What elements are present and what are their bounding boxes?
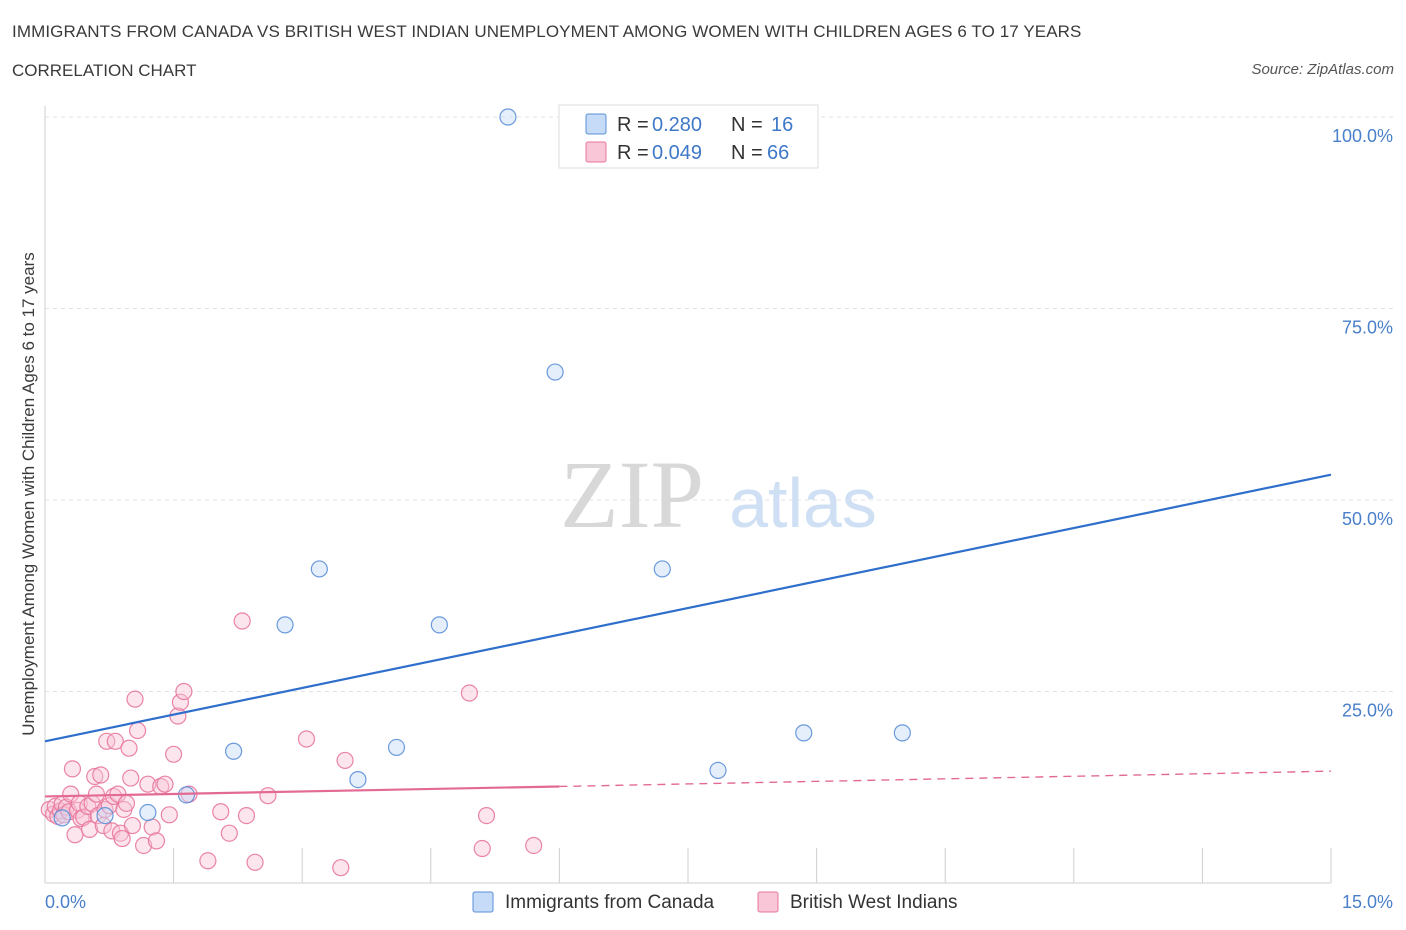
y-axis-title: Unemployment Among Women with Children A… xyxy=(19,252,38,736)
series-british-west-indians xyxy=(40,612,543,877)
bwi-point xyxy=(139,775,157,793)
y-tick-labels: 25.0% 50.0% 75.0% 100.0% xyxy=(1332,126,1393,721)
bwi-point xyxy=(477,806,496,825)
bwi-point xyxy=(336,751,354,770)
bwi-point xyxy=(460,684,478,702)
watermark: ZIP atlas xyxy=(560,441,877,548)
canada-point xyxy=(349,770,367,789)
bwi-point xyxy=(128,721,147,740)
series-immigrants-from-canada xyxy=(53,108,911,827)
legend-box: R = 0.280 N = 16 R = 0.049 N = 66 xyxy=(558,104,819,169)
canada-point xyxy=(499,108,517,126)
bwi-point xyxy=(212,803,230,821)
legend-r-label-bwi: R = xyxy=(617,142,649,164)
y-tick-label: 75.0% xyxy=(1342,318,1393,338)
bwi-point xyxy=(80,820,99,838)
canada-point xyxy=(139,803,157,822)
y-tick-label: 50.0% xyxy=(1342,509,1393,529)
bwi-point xyxy=(87,785,106,803)
bwi-point xyxy=(233,612,251,630)
y-tick-label: 25.0% xyxy=(1342,701,1393,721)
canada-trend-line xyxy=(44,473,1332,743)
y-tick-label: 100.0% xyxy=(1332,126,1393,146)
bwi-point xyxy=(122,769,140,787)
bwi-trend-line-extrapolated xyxy=(559,770,1332,788)
canada-point xyxy=(795,724,813,742)
bwi-point xyxy=(297,730,316,748)
legend-swatch-bwi xyxy=(585,141,607,163)
bwi-point xyxy=(160,806,178,824)
x-ticks xyxy=(173,848,1332,883)
bwi-point xyxy=(66,826,84,844)
canada-point xyxy=(96,806,114,825)
legend-r-value-canada: 0.280 xyxy=(652,114,702,136)
bwi-point xyxy=(63,760,82,778)
canada-point xyxy=(546,363,564,381)
watermark-zip: ZIP xyxy=(560,441,704,548)
gridlines xyxy=(45,116,1393,692)
legend-swatch-canada xyxy=(585,113,607,135)
bottom-legend-label-canada: Immigrants from Canada xyxy=(505,892,715,913)
bwi-point xyxy=(156,775,174,793)
bwi-point xyxy=(113,829,131,848)
canada-point xyxy=(276,616,294,634)
legend-n-label-canada: N = xyxy=(731,114,763,136)
bwi-point xyxy=(220,824,238,842)
bwi-point xyxy=(123,816,142,835)
legend-r-value-bwi: 0.049 xyxy=(652,142,702,164)
canada-point xyxy=(709,761,727,779)
bwi-point xyxy=(332,859,350,877)
bottom-legend-label-bwi: British West Indians xyxy=(790,892,958,913)
bwi-point xyxy=(126,690,144,708)
legend-n-value-bwi: 66 xyxy=(767,142,789,164)
bottom-legend-swatch-bwi xyxy=(757,891,779,913)
canada-point xyxy=(387,738,406,757)
bwi-point xyxy=(525,836,543,855)
bwi-point xyxy=(237,806,256,825)
bwi-point xyxy=(106,732,124,750)
x-tick-label-min: 0.0% xyxy=(45,892,86,912)
bottom-legend-swatch-canada xyxy=(472,891,494,913)
legend-n-label-bwi: N = xyxy=(731,142,763,164)
bwi-point xyxy=(120,739,138,757)
trend-lines xyxy=(44,473,1332,798)
bwi-point xyxy=(62,785,80,803)
chart-subtitle: CORRELATION CHART xyxy=(12,61,197,80)
chart-title: IMMIGRANTS FROM CANADA VS BRITISH WEST I… xyxy=(12,22,1082,41)
bwi-point xyxy=(246,853,264,871)
canada-point xyxy=(653,560,671,578)
legend-r-label-canada: R = xyxy=(617,114,649,136)
bwi-trend-line xyxy=(44,785,560,798)
bwi-point xyxy=(86,767,104,786)
bwi-point xyxy=(165,745,183,763)
bottom-legend: Immigrants from Canada British West Indi… xyxy=(472,891,958,913)
bwi-point xyxy=(134,836,153,855)
bwi-point xyxy=(117,794,136,812)
canada-point xyxy=(225,742,243,760)
bwi-point xyxy=(92,766,110,784)
bwi-point xyxy=(473,839,491,858)
canada-point xyxy=(310,560,328,578)
bwi-point xyxy=(199,852,217,870)
watermark-atlas: atlas xyxy=(729,464,877,542)
bwi-point xyxy=(57,798,76,816)
source-label: Source: ZipAtlas.com xyxy=(1251,61,1394,78)
canada-point xyxy=(430,616,448,634)
bwi-point xyxy=(259,787,277,805)
legend-n-value-canada: 16 xyxy=(771,114,793,136)
canada-point xyxy=(893,724,911,742)
x-tick-label-max: 15.0% xyxy=(1342,892,1393,912)
bwi-point xyxy=(147,832,166,850)
bwi-point xyxy=(89,806,107,825)
bwi-point xyxy=(171,693,190,711)
bwi-point xyxy=(175,682,193,701)
canada-point xyxy=(53,809,71,827)
bwi-point xyxy=(68,801,87,819)
